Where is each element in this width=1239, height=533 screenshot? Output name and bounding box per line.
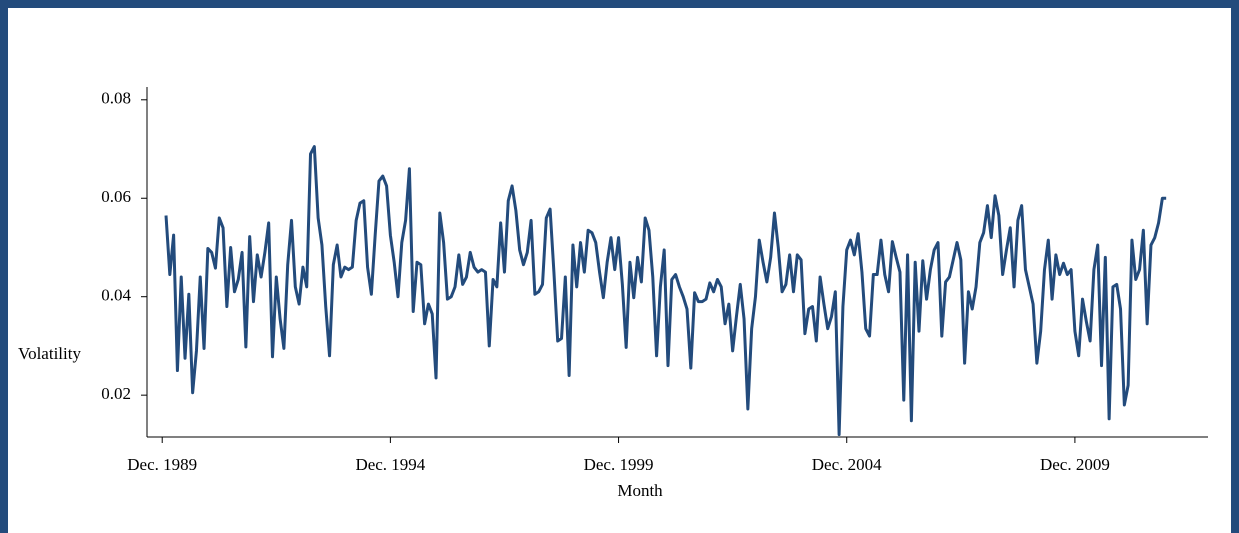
- x-tick-label: Dec. 1994: [355, 455, 425, 474]
- y-axis-label: Volatility: [18, 344, 81, 363]
- y-tick-label: 0.06: [101, 187, 131, 206]
- x-tick-label: Dec. 1999: [584, 455, 654, 474]
- y-tick-label: 0.04: [101, 286, 131, 305]
- x-tick-label: Dec. 2004: [812, 455, 882, 474]
- data-line: [164, 145, 1167, 437]
- x-axis-label: Month: [617, 481, 663, 500]
- x-tick-label: Dec. 2009: [1040, 455, 1110, 474]
- y-tick-label: 0.08: [101, 89, 131, 108]
- x-tick-label: Dec. 1989: [127, 455, 197, 474]
- y-tick-label: 0.02: [101, 384, 131, 403]
